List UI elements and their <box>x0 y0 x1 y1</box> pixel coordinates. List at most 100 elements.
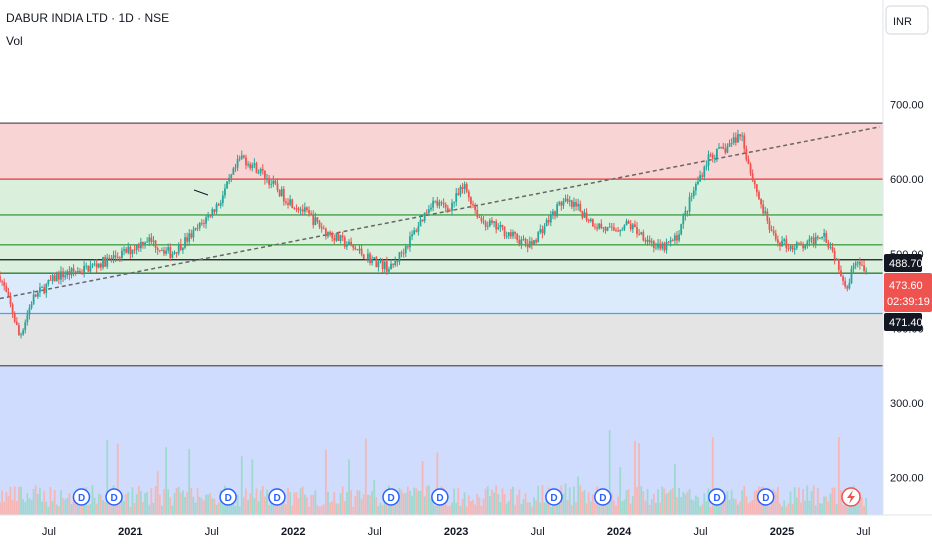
trendline[interactable] <box>0 126 880 300</box>
volume-bar <box>562 493 565 515</box>
volume-bar <box>434 505 437 515</box>
volume-bar <box>125 494 128 515</box>
candle-body <box>91 264 94 266</box>
volume-bar <box>734 499 737 515</box>
volume-bar <box>837 437 840 515</box>
volume-bar <box>577 476 580 515</box>
dividend-marker-icon[interactable]: D <box>431 488 449 506</box>
volume-bar <box>779 503 781 515</box>
time-tick-label: 2025 <box>770 526 794 538</box>
dividend-marker-icon[interactable]: D <box>756 488 775 506</box>
volume-bar <box>285 504 287 515</box>
candle-body <box>385 261 388 272</box>
volume-bar <box>215 504 218 515</box>
dividend-marker-icon[interactable]: D <box>105 488 123 506</box>
volume-bar <box>259 490 262 515</box>
candle-body <box>831 246 834 251</box>
dividend-marker-icon[interactable]: D <box>594 488 612 506</box>
chart-title: DABUR INDIA LTD · 1D · NSE <box>6 11 169 25</box>
candle-body <box>516 233 519 240</box>
volume-bar <box>581 491 584 515</box>
dividend-marker-icon[interactable]: D <box>72 488 91 506</box>
volume-bar <box>398 487 401 515</box>
candle-body <box>390 263 392 270</box>
volume-bar <box>15 500 18 515</box>
candle-body <box>196 227 199 229</box>
volume-bar <box>568 487 571 515</box>
dividend-marker-icon[interactable]: D <box>545 488 563 506</box>
candle-body <box>314 217 317 225</box>
candle-body <box>669 240 672 243</box>
candle-body <box>463 184 466 189</box>
volume-bar <box>844 504 847 515</box>
candle-body <box>375 257 378 268</box>
candle-body <box>547 220 550 223</box>
candle-body <box>573 201 575 207</box>
candle-body <box>125 249 128 253</box>
candle-body <box>770 229 773 231</box>
volume-bar <box>707 488 710 515</box>
candle-body <box>272 180 275 184</box>
volume-bar <box>459 506 462 515</box>
volume-bar <box>369 495 371 515</box>
candle-body <box>509 232 512 237</box>
candle-body <box>665 241 668 251</box>
candle-body <box>808 238 811 242</box>
candle-body <box>678 234 680 241</box>
volume-bar <box>236 494 239 515</box>
volume-bar <box>53 490 56 515</box>
candle-body <box>373 257 376 259</box>
candle-body <box>310 213 313 216</box>
candle-body <box>282 188 285 202</box>
volume-bar <box>135 493 138 515</box>
dividend-marker-icon[interactable]: D <box>708 488 726 506</box>
volume-bar <box>684 494 687 515</box>
volume-bar <box>158 494 161 515</box>
volume-bar <box>179 492 182 515</box>
candle-body <box>402 253 405 254</box>
volume-bar <box>709 506 712 515</box>
volume-bar <box>108 498 111 515</box>
volume-bar <box>219 490 222 515</box>
dividend-marker-icon[interactable]: D <box>268 488 286 506</box>
candle-body <box>758 192 760 200</box>
candle-body <box>631 224 634 230</box>
candle-body <box>167 247 170 251</box>
candle-body <box>364 258 367 260</box>
candle-body <box>854 263 857 266</box>
candle-body <box>171 253 174 258</box>
candle-body <box>11 304 14 314</box>
volume-indicator-label[interactable]: Vol <box>6 34 23 48</box>
volume-bar <box>306 497 308 515</box>
volume-bar <box>558 498 561 515</box>
volume-bar <box>608 430 611 515</box>
candle-body <box>430 207 432 210</box>
volume-bar <box>634 440 636 515</box>
dividend-marker-icon[interactable]: D <box>219 488 237 506</box>
volume-bar <box>615 505 617 515</box>
candle-body <box>634 224 636 228</box>
candle-body <box>442 202 445 205</box>
time-tick-label: 2023 <box>444 526 468 538</box>
price-tick-label: 300.00 <box>890 398 924 410</box>
volume-bar <box>57 506 60 515</box>
volume-bar <box>610 492 613 515</box>
candle-body <box>652 241 655 248</box>
volume-bar <box>406 486 409 515</box>
candle-body <box>78 271 81 273</box>
time-axis[interactable]: Jul 2021 Jul 2022 Jul 2023 Jul 2024 Jul 2025 Jul <box>42 526 871 538</box>
volume-bar <box>362 494 365 515</box>
svg-text:D: D <box>599 493 606 504</box>
currency-button[interactable] <box>885 5 929 35</box>
candle-body <box>816 236 819 239</box>
drawing-mark[interactable] <box>193 189 209 196</box>
dividend-marker-icon[interactable]: D <box>382 488 400 506</box>
volume-bar <box>379 502 382 515</box>
candle-body <box>207 214 210 218</box>
volume-bar <box>217 502 220 515</box>
volume-bar <box>43 490 46 515</box>
lightning-icon[interactable] <box>841 487 861 507</box>
volume-bar <box>175 487 178 515</box>
